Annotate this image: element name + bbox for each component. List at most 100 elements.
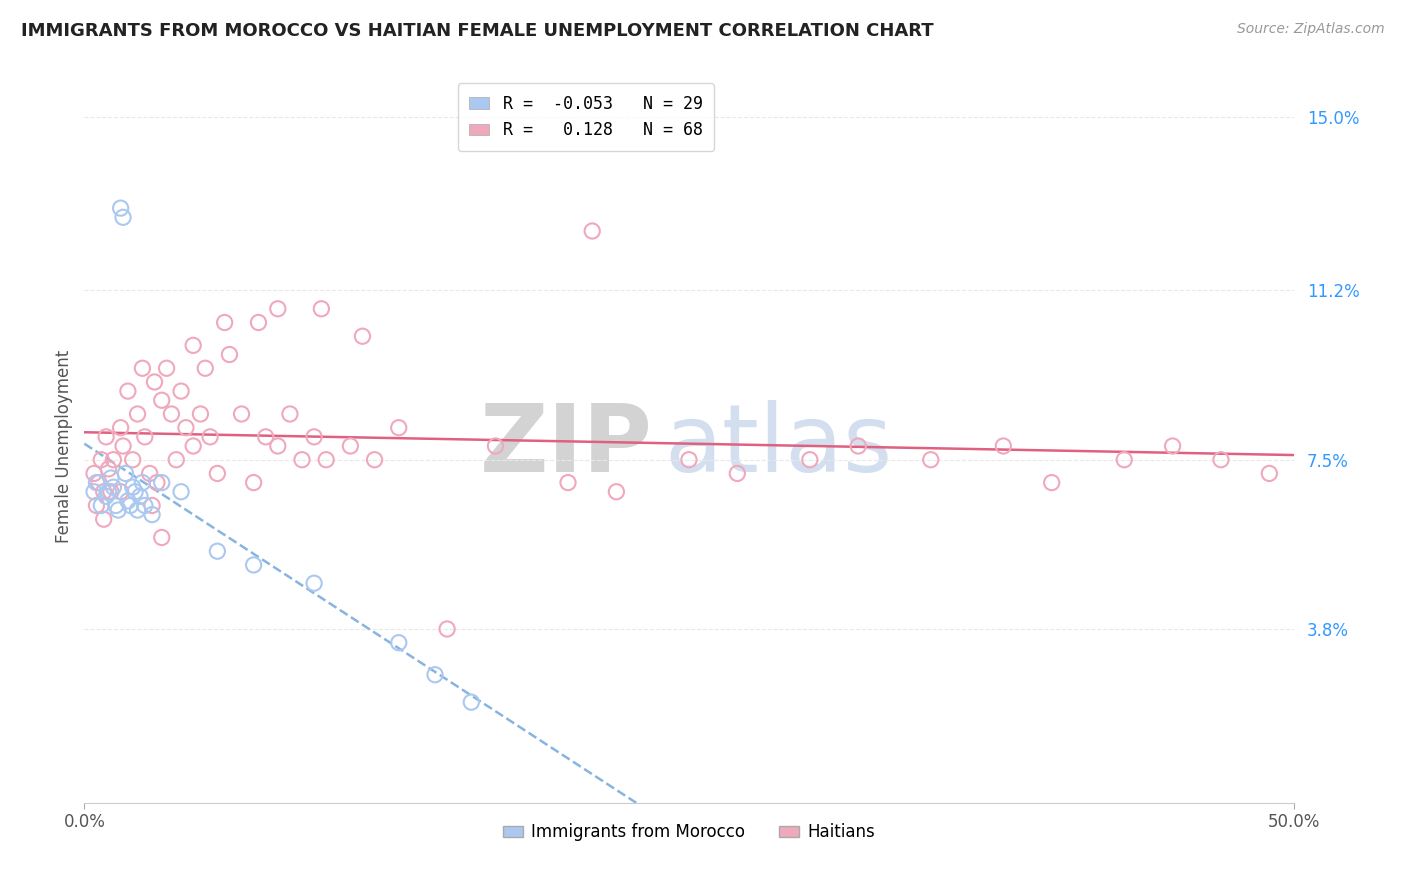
- Y-axis label: Female Unemployment: Female Unemployment: [55, 350, 73, 542]
- Point: [104, 499, 127, 513]
- Point: [605, 484, 627, 499]
- Point: [1161, 439, 1184, 453]
- Point: [388, 636, 411, 650]
- Point: [218, 347, 240, 361]
- Point: [110, 420, 132, 434]
- Point: [339, 439, 361, 453]
- Point: [363, 452, 385, 467]
- Point: [138, 467, 160, 481]
- Point: [214, 316, 236, 330]
- Point: [93, 484, 115, 499]
- Point: [174, 420, 197, 434]
- Point: [311, 301, 333, 316]
- Point: [129, 489, 152, 503]
- Point: [423, 667, 446, 681]
- Point: [920, 452, 942, 467]
- Point: [90, 452, 112, 467]
- Point: [131, 475, 153, 490]
- Point: [181, 338, 204, 352]
- Point: [103, 480, 125, 494]
- Point: [90, 499, 112, 513]
- Point: [267, 301, 290, 316]
- Point: [302, 430, 325, 444]
- Legend: Immigrants from Morocco, Haitians: Immigrants from Morocco, Haitians: [496, 817, 882, 848]
- Point: [112, 439, 135, 453]
- Point: [581, 224, 603, 238]
- Point: [121, 480, 143, 494]
- Point: [107, 503, 129, 517]
- Point: [1209, 452, 1232, 467]
- Point: [117, 494, 139, 508]
- Point: [278, 407, 301, 421]
- Point: [131, 361, 153, 376]
- Point: [150, 393, 173, 408]
- Point: [100, 471, 122, 485]
- Point: [291, 452, 314, 467]
- Text: atlas: atlas: [665, 400, 893, 492]
- Point: [557, 475, 579, 490]
- Point: [165, 452, 187, 467]
- Point: [86, 475, 108, 490]
- Point: [267, 439, 290, 453]
- Point: [846, 439, 869, 453]
- Point: [83, 467, 105, 481]
- Point: [117, 384, 139, 398]
- Point: [121, 452, 143, 467]
- Point: [143, 375, 166, 389]
- Point: [83, 484, 105, 499]
- Point: [155, 361, 177, 376]
- Point: [110, 484, 132, 499]
- Point: [231, 407, 253, 421]
- Point: [170, 484, 193, 499]
- Text: IMMIGRANTS FROM MOROCCO VS HAITIAN FEMALE UNEMPLOYMENT CORRELATION CHART: IMMIGRANTS FROM MOROCCO VS HAITIAN FEMAL…: [21, 22, 934, 40]
- Point: [460, 695, 482, 709]
- Point: [160, 407, 183, 421]
- Point: [198, 430, 221, 444]
- Point: [112, 211, 135, 225]
- Point: [170, 384, 193, 398]
- Point: [97, 462, 120, 476]
- Text: Source: ZipAtlas.com: Source: ZipAtlas.com: [1237, 22, 1385, 37]
- Point: [1040, 475, 1063, 490]
- Point: [124, 484, 146, 499]
- Point: [100, 484, 122, 499]
- Point: [120, 499, 142, 513]
- Point: [94, 430, 117, 444]
- Point: [302, 576, 325, 591]
- Point: [110, 201, 132, 215]
- Point: [436, 622, 458, 636]
- Point: [725, 467, 748, 481]
- Point: [247, 316, 270, 330]
- Point: [993, 439, 1015, 453]
- Point: [86, 499, 108, 513]
- Point: [190, 407, 212, 421]
- Point: [93, 512, 115, 526]
- Point: [315, 452, 337, 467]
- Point: [484, 439, 506, 453]
- Point: [678, 452, 700, 467]
- Point: [146, 475, 169, 490]
- Point: [799, 452, 821, 467]
- Point: [207, 544, 229, 558]
- Point: [134, 499, 156, 513]
- Point: [94, 489, 117, 503]
- Point: [181, 439, 204, 453]
- Point: [87, 475, 110, 490]
- Point: [114, 467, 136, 481]
- Point: [127, 407, 149, 421]
- Point: [127, 503, 149, 517]
- Point: [194, 361, 217, 376]
- Point: [254, 430, 277, 444]
- Point: [103, 452, 125, 467]
- Point: [141, 499, 163, 513]
- Point: [134, 430, 156, 444]
- Point: [141, 508, 163, 522]
- Point: [352, 329, 374, 343]
- Point: [1114, 452, 1136, 467]
- Point: [150, 475, 173, 490]
- Point: [207, 467, 229, 481]
- Point: [1258, 467, 1281, 481]
- Point: [242, 475, 264, 490]
- Point: [388, 420, 411, 434]
- Text: ZIP: ZIP: [479, 400, 652, 492]
